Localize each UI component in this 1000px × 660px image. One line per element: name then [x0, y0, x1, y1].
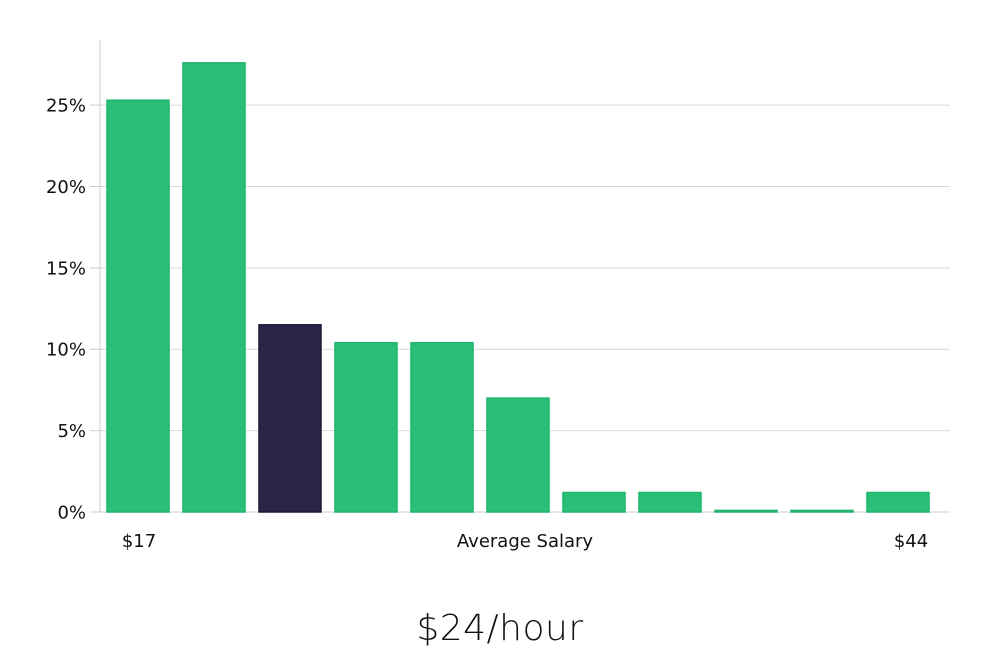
- bar: [714, 509, 778, 513]
- x-label-min: $17: [122, 531, 156, 552]
- y-tick-label: 15%: [46, 258, 86, 279]
- y-tick-label: 5%: [57, 421, 86, 442]
- bar: [866, 491, 930, 513]
- y-tick-label: 0%: [57, 503, 86, 524]
- bar: [562, 491, 626, 513]
- y-axis-ticks: 0% 5% 10% 15% 20% 25%: [46, 96, 100, 524]
- y-tick-label: 10%: [46, 340, 86, 361]
- bars: [106, 62, 930, 513]
- y-tick-label: 20%: [46, 177, 86, 198]
- salary-histogram: 0% 5% 10% 15% 20% 25% $17 Average Salary $44: [46, 40, 950, 552]
- bar: [410, 341, 474, 513]
- bar-highlighted: [258, 324, 322, 513]
- bar: [106, 99, 170, 513]
- bar: [790, 509, 854, 513]
- y-tick-label: 25%: [46, 96, 86, 117]
- bar: [638, 491, 702, 513]
- bar: [182, 62, 246, 513]
- bar: [486, 397, 550, 513]
- x-axis-title: Average Salary: [457, 531, 594, 552]
- average-wage-headline: $24/hour: [416, 608, 584, 649]
- bar: [334, 341, 398, 513]
- x-label-max: $44: [894, 531, 928, 552]
